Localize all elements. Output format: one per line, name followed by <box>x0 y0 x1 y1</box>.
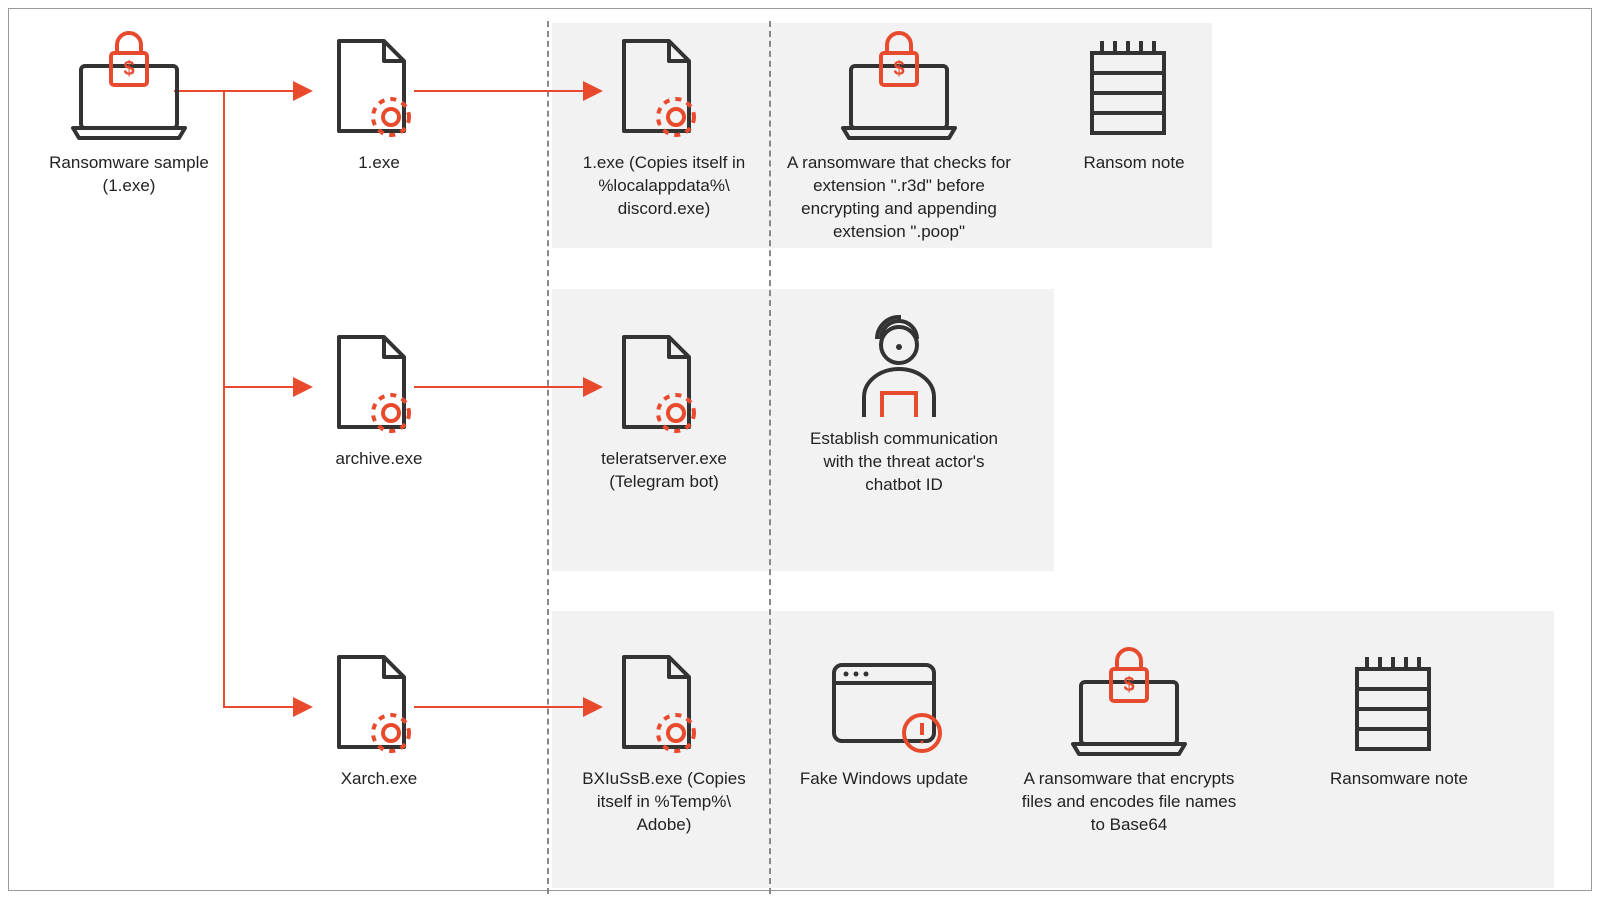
node-src: Ransomware sample (1.exe) <box>29 31 229 198</box>
node-label: archive.exe <box>299 448 459 471</box>
laptop-lock-orange-icon <box>1069 647 1189 762</box>
file-gear-icon <box>319 647 439 762</box>
node-rans1: A ransomware that checks for extension "… <box>784 31 1014 244</box>
node-archive: archive.exe <box>299 327 459 471</box>
node-telerat: teleratserver.exe (Telegram bot) <box>569 327 759 494</box>
file-gear-icon <box>319 31 439 146</box>
node-label: A ransomware that encrypts files and enc… <box>1014 768 1244 837</box>
actor-icon <box>844 307 964 422</box>
node-label: 1.exe <box>299 152 459 175</box>
node-label: Ransomware note <box>1294 768 1504 791</box>
diagram-canvas: Ransomware sample (1.exe) 1.exe archive.ex… <box>8 8 1592 891</box>
node-label: Xarch.exe <box>299 768 459 791</box>
file-gear-icon <box>604 327 724 442</box>
window-alert-icon <box>824 647 944 762</box>
node-rans2: A ransomware that encrypts files and enc… <box>1014 647 1244 837</box>
node-copy1: 1.exe (Copies itself in %localappdata%\ … <box>569 31 759 221</box>
node-exe1: 1.exe <box>299 31 459 175</box>
node-label: A ransomware that checks for extension "… <box>784 152 1014 244</box>
node-note2: Ransomware note <box>1294 647 1504 791</box>
laptop-lock-orange-icon <box>69 31 189 146</box>
node-label: 1.exe (Copies itself in %localappdata%\ … <box>569 152 759 221</box>
file-gear-icon <box>604 647 724 762</box>
note-icon <box>1339 647 1459 762</box>
file-gear-icon <box>604 31 724 146</box>
note-icon <box>1074 31 1194 146</box>
node-label: Ransomware sample (1.exe) <box>29 152 229 198</box>
node-xarch: Xarch.exe <box>299 647 459 791</box>
node-fake: Fake Windows update <box>784 647 984 791</box>
node-note1: Ransom note <box>1054 31 1214 175</box>
node-label: BXIuSsB.exe (Copies itself in %Temp%\ Ad… <box>569 768 759 837</box>
node-label: Establish communication with the threat … <box>799 428 1009 497</box>
node-label: Fake Windows update <box>784 768 984 791</box>
node-actor: Establish communication with the threat … <box>799 307 1009 497</box>
laptop-lock-orange-icon <box>839 31 959 146</box>
node-bxiu: BXIuSsB.exe (Copies itself in %Temp%\ Ad… <box>569 647 759 837</box>
node-label: teleratserver.exe (Telegram bot) <box>569 448 759 494</box>
file-gear-icon <box>319 327 439 442</box>
node-label: Ransom note <box>1054 152 1214 175</box>
